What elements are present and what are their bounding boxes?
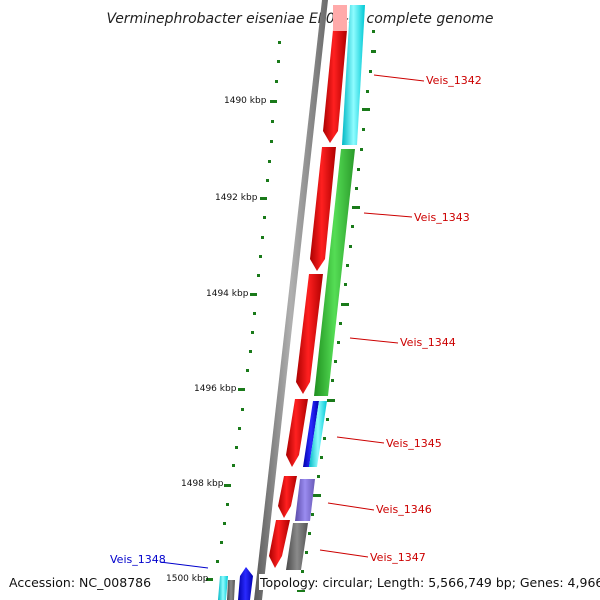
gene-label-veis-1348[interactable]: Veis_1348 — [110, 553, 166, 566]
tick-marks — [206, 30, 376, 592]
gene-block-pink — [333, 5, 347, 31]
functional-category-ring — [286, 5, 365, 570]
accession-label: Accession: NC_008786 — [9, 575, 151, 590]
reverse-strand-genes — [218, 567, 253, 600]
leader-line — [363, 212, 413, 218]
tick-label: 1496 kbp — [194, 384, 237, 394]
genome-backbone — [254, 0, 328, 600]
tick-label: 1500 kbp — [166, 574, 209, 584]
gene-label-veis-1343[interactable]: Veis_1343 — [414, 211, 470, 224]
tick-labels: 1490 kbp 1492 kbp 1494 kbp 1496 kbp 1498… — [166, 96, 267, 584]
gene-veis-1344[interactable] — [296, 274, 323, 394]
leader-line — [319, 549, 369, 558]
gene-block-purple — [295, 479, 315, 521]
gene-block-green — [314, 149, 355, 396]
gene-label-veis-1346[interactable]: Veis_1346 — [376, 503, 432, 516]
gene-block-cyan — [342, 5, 365, 145]
leader-line — [327, 502, 375, 511]
gene-block-cyan — [218, 576, 228, 600]
gene-block-gray — [286, 523, 308, 570]
tick-label: 1492 kbp — [215, 193, 258, 203]
gene-block-gray — [227, 580, 235, 600]
map-title: Verminephrobacter eiseniae EF01-2, compl… — [106, 11, 493, 27]
tick-label: 1498 kbp — [181, 479, 224, 489]
footer-backing — [259, 574, 591, 590]
forward-strand-genes — [269, 30, 347, 568]
footer-backing — [8, 574, 148, 590]
gene-label-veis-1345[interactable]: Veis_1345 — [386, 437, 442, 450]
gene-label-veis-1342[interactable]: Veis_1342 — [426, 74, 482, 87]
leader-line — [349, 337, 399, 344]
gene-labels: Veis_1342 Veis_1343 Veis_1344 Veis_1345 … — [110, 74, 482, 569]
gene-veis-1343[interactable] — [310, 147, 336, 271]
gene-veis-1347[interactable] — [269, 520, 290, 568]
gene-veis-1346[interactable] — [278, 476, 297, 518]
gene-label-veis-1344[interactable]: Veis_1344 — [400, 336, 456, 349]
gene-veis-1342[interactable] — [323, 30, 347, 143]
topology-label: Topology: circular; Length: 5,566,749 bp… — [259, 575, 600, 590]
tick-label: 1494 kbp — [206, 289, 249, 299]
gene-block-blue — [303, 401, 319, 467]
leader-line — [336, 436, 385, 444]
leader-line — [159, 561, 209, 569]
gene-veis-1345[interactable] — [286, 399, 308, 467]
gene-block-cyan — [309, 401, 327, 467]
leader-line — [373, 74, 425, 82]
gene-veis-1348[interactable] — [238, 567, 253, 600]
tick-label: 1490 kbp — [224, 96, 267, 106]
gene-label-veis-1347[interactable]: Veis_1347 — [370, 551, 426, 564]
